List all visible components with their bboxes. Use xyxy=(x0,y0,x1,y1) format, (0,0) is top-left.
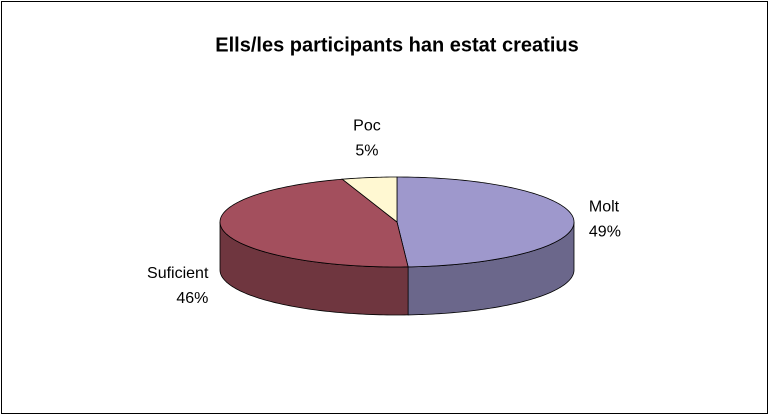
slice-value-label: 46% xyxy=(176,290,208,307)
slice-value-label: 49% xyxy=(589,224,621,241)
slice-value-label: 5% xyxy=(355,142,378,159)
slice-label: Poc xyxy=(353,117,381,134)
slice-label: Suficient xyxy=(147,265,209,282)
slice xyxy=(396,176,575,268)
slice xyxy=(219,178,409,268)
slice xyxy=(341,176,398,223)
chart-title: Ells/les participants han estat creatius xyxy=(215,34,578,56)
slice-label: Molt xyxy=(589,199,620,216)
